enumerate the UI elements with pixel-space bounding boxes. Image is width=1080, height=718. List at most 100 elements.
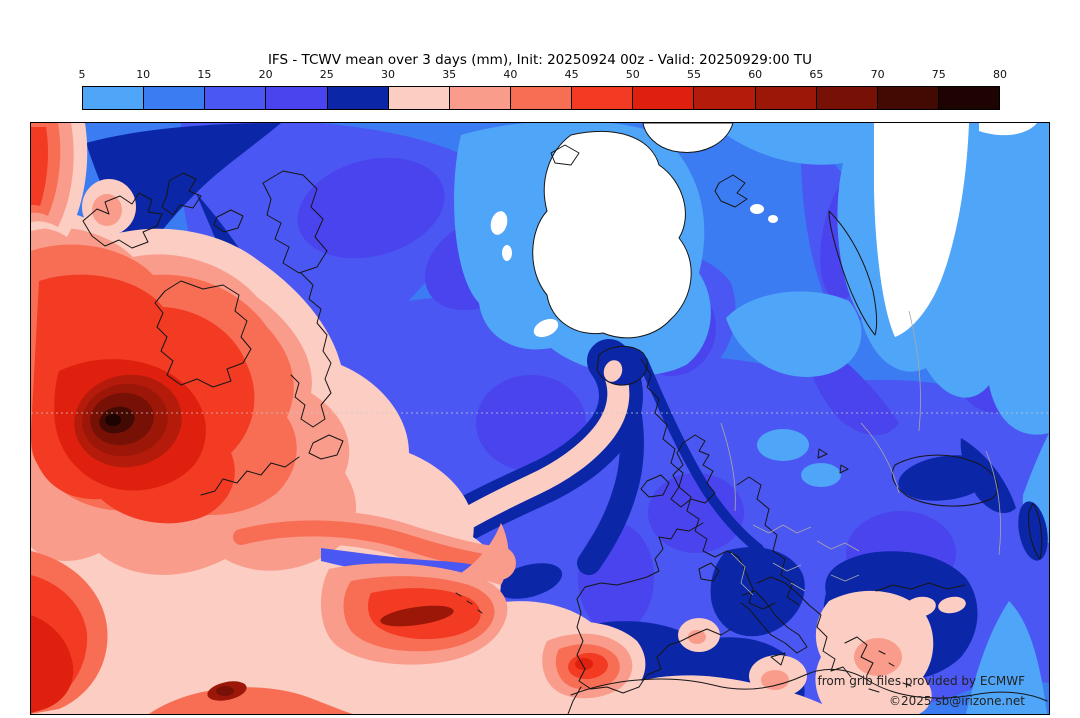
- iceland-group: [597, 346, 648, 386]
- colorbar-cell: [265, 87, 327, 109]
- colorbar-cell: [83, 87, 144, 109]
- moist-plume-region: [31, 123, 839, 714]
- newfoundland: [308, 434, 344, 460]
- colorbar-tick: 55: [687, 68, 701, 81]
- colorbar-tick: 35: [442, 68, 457, 81]
- white-speck: [502, 245, 512, 261]
- crete: [868, 688, 880, 693]
- colorbar-tick: 80: [993, 68, 1007, 81]
- field-patch: [476, 375, 586, 471]
- great-britain: [670, 434, 716, 508]
- border-line: [772, 562, 860, 592]
- map-frame: from grib files provided by ECMWF ©2025 …: [30, 122, 1050, 715]
- small-pink: [904, 596, 936, 618]
- white-speck: [533, 318, 559, 338]
- colorbar-tick: 70: [870, 68, 885, 81]
- border-line: [720, 422, 736, 512]
- algeria-salmon: [761, 670, 789, 690]
- white-speck: [750, 204, 764, 214]
- colorbar-tick: 10: [136, 68, 151, 81]
- canada-archipelago: [82, 192, 163, 249]
- swirl-core-darkest: [105, 414, 121, 426]
- white-speck: [490, 211, 508, 235]
- norway-coastline: [640, 358, 776, 610]
- hudson-bay: [154, 280, 252, 388]
- pink-blob-core: [92, 194, 122, 226]
- colorbar-cell: [937, 87, 1000, 109]
- colorbar-tick: 25: [319, 68, 334, 81]
- field-blob: [966, 601, 1047, 714]
- colorbar-cell: [387, 87, 449, 109]
- colorbar-cell: [571, 87, 633, 109]
- page-title: IFS - TCWV mean over 3 days (mm), Init: …: [267, 52, 813, 68]
- greece-aegean: [844, 636, 874, 676]
- field-patch: [801, 463, 841, 487]
- denmark: [698, 562, 720, 582]
- aegean-island: [888, 662, 895, 667]
- colorbar-tick: 75: [931, 68, 946, 81]
- caspian-navy: [1018, 501, 1048, 561]
- white-speck: [768, 215, 778, 223]
- arctic-islet: [550, 144, 580, 166]
- plume-pale-pink: [591, 675, 839, 714]
- colorbar-cell: [204, 87, 266, 109]
- anatolia-south-coast: [875, 582, 966, 592]
- tcwv-map-canvas: [31, 123, 1049, 714]
- field-patch: [757, 429, 809, 461]
- caspian-coastline: [1028, 502, 1043, 560]
- small-pink: [938, 596, 966, 614]
- colorbar-tick: 50: [625, 68, 640, 81]
- colorbar-cell: [693, 87, 755, 109]
- ireland: [640, 474, 670, 498]
- below-scale-white-regions: [490, 123, 1037, 338]
- colorbar-cell: [815, 87, 877, 109]
- border-line: [908, 310, 921, 432]
- navy-blob: [710, 547, 805, 637]
- colorbar-cell: [326, 87, 388, 109]
- corner-strip: [31, 127, 48, 206]
- greenland-coastline: [532, 131, 692, 339]
- attribution-copyright: ©2025 sb@irizone.net: [889, 694, 1025, 708]
- border-line: [816, 540, 860, 552]
- colorbar-cell: [876, 87, 938, 109]
- cyprus: [902, 682, 912, 687]
- iberia-core: [575, 658, 593, 670]
- bright-corner: [31, 615, 74, 713]
- greenland-ice: [532, 131, 692, 338]
- labrador-coast: [290, 272, 332, 428]
- aegean-island: [878, 650, 886, 655]
- field-blob: [726, 291, 862, 377]
- svalbard: [714, 174, 748, 208]
- coral-bottom: [149, 687, 353, 714]
- bottom-dark-spot: [216, 686, 234, 696]
- bothnia-coastline: [736, 476, 800, 606]
- colorbar-cell: [509, 87, 572, 109]
- mediterranean-moist-patches: [527, 590, 966, 714]
- coral-arm: [233, 520, 487, 569]
- madeira-islands: [455, 592, 483, 614]
- colorbar-tick: 20: [258, 68, 273, 81]
- ellesmere-coastline: [642, 123, 734, 153]
- morocco-coast: [567, 686, 582, 714]
- colorbar: [82, 86, 1000, 110]
- moist-filament: [422, 352, 630, 550]
- colorbar-cell: [143, 87, 205, 109]
- border-line: [730, 552, 754, 596]
- lake: [839, 464, 849, 474]
- colorbar-tick: 45: [564, 68, 579, 81]
- colorbar-cell: [632, 87, 694, 109]
- baffin-island: [262, 170, 328, 274]
- arctic-white: [643, 123, 733, 153]
- black-sea-coastline: [891, 454, 999, 507]
- border-line: [752, 524, 812, 534]
- navy-blob: [960, 438, 1016, 514]
- colorbar-tick: 5: [78, 68, 86, 81]
- colorbar-cell: [754, 87, 816, 109]
- madeira-lobe: [461, 523, 509, 585]
- sardinia-salmon: [688, 630, 706, 644]
- colorbar-tick: 60: [748, 68, 763, 81]
- country-borders: [720, 310, 1001, 596]
- st-lawrence-coast: [200, 456, 300, 496]
- canada-archipelago: [161, 172, 202, 216]
- canada-archipelago: [213, 209, 244, 233]
